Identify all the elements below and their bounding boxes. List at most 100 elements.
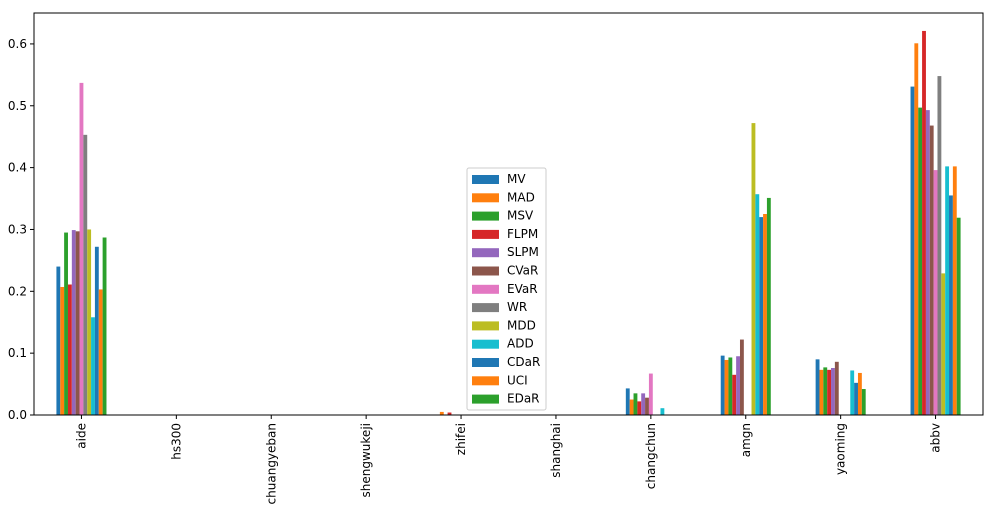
x-tick-label-shanghai: shanghai [549, 423, 563, 478]
bar-mv-changchun [625, 388, 630, 415]
bar-mv-yaoming [815, 359, 820, 415]
y-tick-label: 0.4 [8, 161, 27, 175]
bar-msv-aide [64, 232, 68, 415]
axes-layer: 0.0 0.1 0.2 0.3 0.4 0.5 0.6 aide hs300 chuangyeba… [8, 12, 984, 504]
bar-cvar-abbv [929, 125, 934, 415]
bar-cvar-yaoming [834, 361, 839, 415]
bar-cvar-amgn [739, 339, 744, 415]
legend-swatch-wr [472, 303, 499, 313]
x-tick-label-hs300: hs300 [169, 423, 183, 460]
bar-mad-yaoming [819, 369, 824, 415]
bar-mad-zhifei [439, 411, 444, 415]
bar-flpm-abbv [922, 30, 926, 415]
bar-mad-changchun [629, 399, 634, 415]
bar-mdd-amgn [751, 123, 756, 415]
y-tick-label: 0.3 [8, 222, 27, 236]
bar-edar-abbv [956, 217, 961, 415]
legend-label-msv: MSV [507, 209, 534, 223]
bar-add-aide [91, 317, 95, 415]
bar-evar-abbv [933, 170, 938, 415]
x-tick-label-chuangyeban: chuangyeban [264, 423, 278, 504]
bar-uci-yaoming [857, 372, 862, 415]
bar-mad-amgn [724, 359, 729, 415]
bar-msv-yaoming [823, 367, 828, 415]
x-tick-label-aide: aide [75, 423, 89, 449]
legend-swatch-msv [472, 211, 499, 221]
bar-cdar-abbv [949, 195, 953, 415]
bar-msv-amgn [728, 357, 733, 415]
bar-flpm-yaoming [827, 369, 832, 415]
bar-uci-amgn [763, 214, 767, 415]
plot-frame [33, 12, 984, 416]
legend-label-slpm: SLPM [507, 245, 539, 259]
bar-mv-aide [56, 266, 61, 415]
bar-mad-aide [60, 286, 65, 415]
bar-cdar-amgn [759, 217, 764, 415]
legend-swatch-edar [472, 394, 499, 404]
bar-msv-abbv [918, 107, 923, 416]
bar-flpm-aide [67, 284, 72, 415]
x-tick-label-changchun: changchun [644, 423, 658, 489]
bar-flpm-changchun [637, 401, 642, 415]
legend-label-uci: UCI [507, 373, 528, 387]
legend-swatch-slpm [472, 248, 499, 258]
bar-add-yaoming [850, 370, 855, 415]
bar-add-changchun [660, 408, 665, 415]
x-tick-label-zhifei: zhifei [454, 423, 468, 455]
legend-label-edar: EDaR [507, 392, 540, 406]
legend: MV MAD MSV FLPM SLPM CVaR EVaR WR MDD ADD CDaR UCI E… [466, 167, 547, 411]
bar-flpm-zhifei [447, 412, 452, 415]
bar-uci-aide [98, 289, 103, 415]
bar-slpm-aide [71, 230, 76, 415]
bar-add-abbv [945, 166, 950, 415]
bar-evar-aide [79, 82, 84, 415]
y-tick-label: 0.6 [8, 37, 27, 51]
bar-evar-changchun [648, 373, 653, 415]
bar-edar-aide [102, 237, 107, 415]
bar-flpm-amgn [732, 374, 737, 415]
bar-cvar-aide [75, 231, 80, 415]
bar-wr-abbv [937, 76, 942, 415]
legend-swatch-add [472, 339, 499, 349]
bar-wr-aide [83, 134, 88, 415]
legend-label-flpm: FLPM [507, 227, 538, 241]
x-tick-label-yaoming: yaoming [834, 423, 848, 475]
bar-mad-abbv [914, 43, 919, 416]
legend-swatch-flpm [472, 229, 499, 239]
x-tick-label-amgn: amgn [739, 423, 753, 457]
bar-mdd-aide [87, 229, 92, 415]
legend-swatch-uci [472, 376, 499, 386]
legend-label-add: ADD [507, 337, 534, 351]
y-tick-label: 0.5 [8, 99, 27, 113]
bar-add-amgn [755, 194, 760, 415]
bar-cdar-aide [94, 246, 99, 415]
legend-swatch-mv [472, 175, 499, 184]
legend-label-mad: MAD [507, 190, 535, 204]
legend-label-cvar: CVaR [507, 264, 538, 278]
bar-uci-abbv [952, 166, 957, 415]
legend-label-evar: EVaR [507, 282, 538, 296]
legend-swatch-cvar [472, 266, 499, 276]
legend-label-cdar: CDaR [507, 355, 540, 369]
legend-swatch-evar [472, 284, 499, 294]
bar-mdd-abbv [941, 273, 946, 415]
bar-slpm-changchun [641, 393, 646, 415]
bar-slpm-yaoming [831, 368, 835, 415]
bar-cdar-yaoming [854, 382, 858, 415]
bar-slpm-amgn [736, 356, 740, 415]
bar-msv-changchun [633, 393, 638, 415]
bar-cvar-changchun [645, 397, 649, 415]
bar-mv-amgn [720, 355, 725, 415]
bar-edar-amgn [766, 197, 771, 415]
legend-swatch-mad [472, 193, 499, 203]
legend-swatch-cdar [472, 358, 499, 367]
bar-mv-abbv [910, 86, 915, 415]
legend-label-mv: MV [507, 172, 526, 186]
y-tick-label: 0.2 [8, 284, 27, 298]
bar-slpm-abbv [925, 110, 930, 415]
x-tick-label-abbv: abbv [929, 423, 943, 453]
legend-swatch-mdd [472, 321, 499, 331]
legend-box [466, 167, 547, 411]
